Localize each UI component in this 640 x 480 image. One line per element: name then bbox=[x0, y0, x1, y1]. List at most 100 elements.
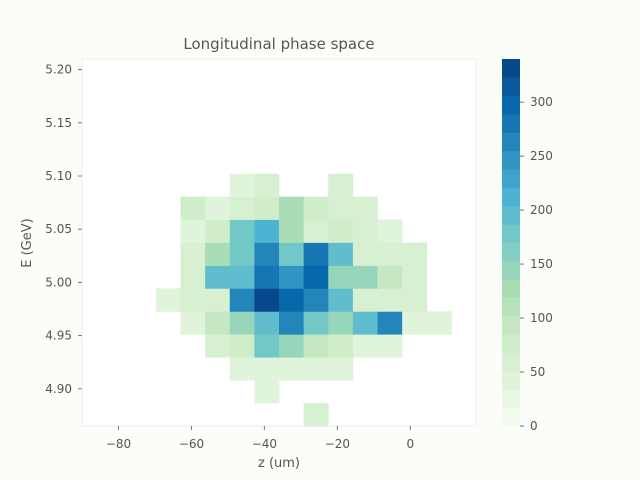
colorbar-tick-label: 0 bbox=[530, 419, 538, 433]
heatmap-cell bbox=[303, 196, 329, 220]
heatmap-cell bbox=[377, 334, 403, 358]
x-axis-label: z (um) bbox=[258, 456, 300, 471]
heatmap-cell bbox=[229, 219, 255, 243]
heatmap-cell bbox=[352, 288, 378, 312]
heatmap-cell bbox=[279, 357, 305, 381]
heatmap-cell bbox=[328, 196, 354, 220]
heatmap-cell bbox=[328, 288, 354, 312]
y-axis-ticks: 4.90 4.95 5.00 5.05 5.10 5.15 5.20 bbox=[45, 63, 82, 396]
x-tick-label: −80 bbox=[106, 437, 131, 451]
heatmap-cell bbox=[328, 311, 354, 335]
y-tick-label: 5.05 bbox=[45, 222, 72, 236]
colorbar-tick-label: 50 bbox=[530, 365, 545, 379]
heatmap-cell bbox=[328, 242, 354, 266]
colorbar-segment bbox=[502, 260, 520, 280]
heatmap-cell bbox=[352, 196, 378, 220]
heatmap-cell bbox=[402, 242, 428, 266]
colorbar-segment bbox=[502, 315, 520, 335]
y-tick-label: 4.90 bbox=[45, 382, 72, 396]
heatmap-cell bbox=[377, 311, 403, 335]
heatmap-cell bbox=[254, 242, 280, 266]
colorbar-segment bbox=[502, 169, 520, 188]
colorbar-segment bbox=[502, 297, 520, 317]
heatmap-cell bbox=[229, 242, 255, 266]
heatmap-cell bbox=[303, 219, 329, 243]
colorbar-segment bbox=[502, 224, 520, 243]
heatmap-cell bbox=[229, 311, 255, 335]
heatmap-cell bbox=[180, 288, 206, 312]
colorbar-tick-label: 200 bbox=[530, 203, 553, 217]
colorbar-segment bbox=[502, 407, 520, 427]
heatmap-cell bbox=[426, 311, 452, 335]
heatmap-cell bbox=[254, 311, 280, 335]
heatmap-cell bbox=[229, 265, 255, 289]
heatmap-cell bbox=[279, 334, 305, 358]
heatmap-cell bbox=[352, 311, 378, 335]
heatmap-cell bbox=[377, 288, 403, 312]
heatmap-cell bbox=[303, 242, 329, 266]
heatmap-cell bbox=[205, 265, 231, 289]
heatmap-cell bbox=[205, 334, 231, 358]
heatmap-cell bbox=[352, 219, 378, 243]
heatmap-cell bbox=[303, 265, 329, 289]
colorbar-tick-label: 100 bbox=[530, 311, 553, 325]
heatmap-cell bbox=[155, 288, 181, 312]
colorbar-segment bbox=[502, 114, 520, 133]
colorbar bbox=[502, 59, 520, 427]
heatmap-cell bbox=[205, 219, 231, 243]
heatmap-cell bbox=[229, 173, 255, 198]
heatmap-cell bbox=[180, 196, 206, 220]
colorbar-segment bbox=[502, 95, 520, 115]
heatmap-cell bbox=[229, 288, 255, 312]
heatmap-cell bbox=[254, 380, 280, 404]
colorbar-tick-label: 300 bbox=[530, 95, 553, 109]
chart-title: Longitudinal phase space bbox=[183, 35, 374, 53]
heatmap-cell bbox=[352, 334, 378, 358]
heatmap-cell bbox=[254, 265, 280, 289]
colorbar-segment bbox=[502, 59, 520, 78]
y-tick-label: 5.00 bbox=[45, 275, 72, 289]
heatmap-cell bbox=[254, 357, 280, 381]
heatmap-cell bbox=[254, 219, 280, 243]
colorbar-segment bbox=[502, 279, 520, 298]
heatmap-cell bbox=[328, 265, 354, 289]
x-tick-label: −20 bbox=[325, 437, 350, 451]
x-tick-label: −40 bbox=[252, 437, 277, 451]
heatmap-cell bbox=[279, 288, 305, 312]
colorbar-tick-label: 250 bbox=[530, 149, 553, 163]
heatmap-cell bbox=[205, 242, 231, 266]
heatmap-cell bbox=[254, 334, 280, 358]
heatmap-cell bbox=[328, 219, 354, 243]
heatmap-cell bbox=[180, 219, 206, 243]
y-tick-label: 5.15 bbox=[45, 116, 72, 130]
x-tick-label: 0 bbox=[407, 437, 415, 451]
heatmap-cell bbox=[328, 334, 354, 358]
heatmap-cell bbox=[279, 219, 305, 243]
heatmap-cell bbox=[229, 334, 255, 358]
heatmap-cell bbox=[279, 196, 305, 220]
heatmap-cell bbox=[279, 311, 305, 335]
colorbar-segment bbox=[502, 77, 520, 97]
y-tick-label: 5.10 bbox=[45, 169, 72, 183]
heatmap-cell bbox=[180, 311, 206, 335]
y-axis-label: E (GeV) bbox=[20, 218, 35, 267]
colorbar-segment bbox=[502, 132, 520, 152]
heatmap-cell bbox=[377, 219, 403, 243]
heatmap-cell bbox=[229, 196, 255, 220]
colorbar-segment bbox=[502, 187, 520, 207]
heatmap-cell bbox=[254, 173, 280, 198]
heatmap-cell bbox=[303, 357, 329, 381]
colorbar-segment bbox=[502, 334, 520, 353]
heatmap-cell bbox=[180, 242, 206, 266]
x-axis-ticks: −80 −60 −40 −20 0 bbox=[106, 426, 414, 451]
heatmap-cell bbox=[254, 288, 280, 312]
heatmap-cell bbox=[303, 288, 329, 312]
heatmap-cell bbox=[180, 265, 206, 289]
colorbar-segment bbox=[502, 389, 520, 409]
heatmap-cell bbox=[205, 288, 231, 312]
heatmap-cell bbox=[328, 357, 354, 381]
heatmap-cell bbox=[402, 311, 428, 335]
colorbar-segment bbox=[502, 352, 520, 372]
heatmap-cell bbox=[303, 334, 329, 358]
heatmap-cell bbox=[205, 311, 231, 335]
